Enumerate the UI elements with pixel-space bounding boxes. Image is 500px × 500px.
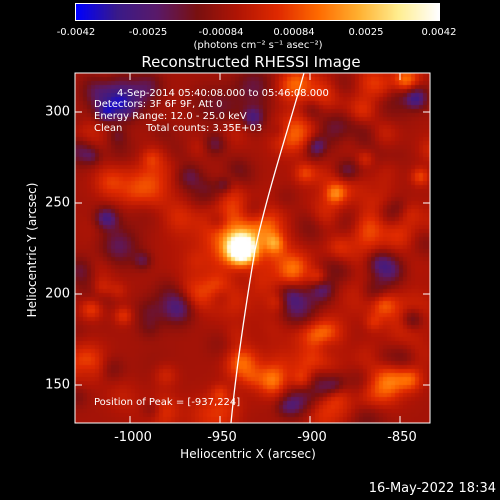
y-axis-label: Heliocentric Y (arcsec): [25, 182, 39, 318]
plot-frame: [74, 72, 431, 424]
y-tick-label: 300: [45, 104, 70, 120]
x-tick-marks: [129, 73, 401, 423]
x-tick-label: -850: [387, 430, 417, 445]
rhessi-image-canvas: [75, 73, 430, 423]
timestamp-footer: 16-May-2022 18:34: [368, 481, 496, 496]
y-tick-label: 250: [45, 195, 70, 211]
colorbar-tick: 0.0042: [421, 27, 457, 38]
image-title: Reconstructed RHESSI Image: [141, 53, 361, 71]
time-range-label: 4-Sep-2014 05:40:08.000 to 05:46:08.000: [117, 88, 329, 99]
energy-range-label: Energy Range: 12.0 - 25.0 keV: [94, 111, 247, 122]
detectors-label: Detectors: 3F 6F 9F, Att 0: [94, 99, 223, 110]
colorbar-tick: -0.00084: [198, 27, 244, 38]
y-tick-label: 150: [45, 377, 70, 393]
peak-position-label: Position of Peak = [-937,224]: [94, 397, 241, 408]
colorbar-tick: -0.0025: [128, 27, 168, 38]
colorbar: [75, 3, 440, 21]
total-counts-label: Total counts: 3.35E+03: [146, 123, 263, 134]
solar-limb-line: [230, 72, 305, 424]
y-tick-marks: [75, 111, 430, 386]
y-tick-label: 200: [45, 286, 70, 302]
x-tick-label: -950: [207, 430, 237, 445]
method-label: Clean: [94, 123, 123, 134]
x-tick-label: -1000: [114, 430, 152, 445]
colorbar-tick: 0.00084: [273, 27, 315, 38]
x-axis-label: Heliocentric X (arcsec): [180, 447, 316, 461]
x-tick-label: -900: [297, 430, 327, 445]
colorbar-tick: 0.0025: [348, 27, 384, 38]
colorbar-tick: -0.0042: [56, 27, 96, 38]
colorbar-unit-label: (photons cm⁻² s⁻¹ asec⁻²): [193, 40, 323, 51]
